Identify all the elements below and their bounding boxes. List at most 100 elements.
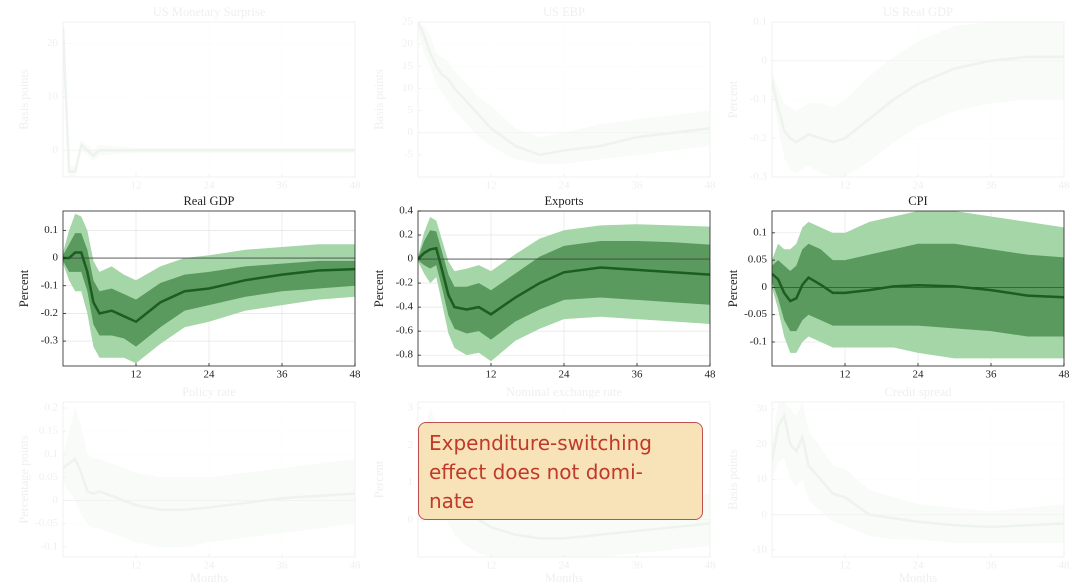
x-tick-label: 24 [913,369,925,381]
plot-area [63,402,355,557]
plot-content [418,22,710,164]
x-tick-label: 24 [204,180,216,192]
confidence-band [772,243,1064,337]
y-tick-label: 0.05 [748,254,768,266]
plot-area [63,22,355,177]
chart-title: Credit spread [885,385,953,399]
chart-title: Policy rate [182,385,236,399]
plot-frame [771,401,1065,558]
plot-frame [62,401,356,558]
y-tick-label: -0.1 [41,540,58,552]
y-tick-label: 2 [408,439,414,451]
chart-panel: 12 24 36 48 -0.3 -0.2 -0.1 0 0.1 US Real GDP Perce… [726,5,1070,192]
y-axis-label: Percentage points [17,435,31,524]
x-tick-label: 24 [204,369,216,381]
chart-panel: 12 24 36 48 0 10 20 US Monetary Surprise Basis p… [17,5,361,192]
irf-line [772,412,1064,529]
x-tick-label: 12 [840,369,851,381]
x-tick-label: 12 [486,369,497,381]
plot-content [418,217,710,362]
confidence-band [772,22,1064,177]
y-tick-label: 0.1 [44,448,58,460]
x-tick-label: 48 [705,369,717,381]
y-axis-label: Percent [372,460,386,498]
chart-title: US Monetary Surprise [153,5,266,19]
x-tick-label: 12 [486,180,497,192]
x-tick-label: 48 [705,180,717,192]
x-tick-label: 24 [559,369,571,381]
plot-content [63,408,355,547]
chart-title: CPI [908,194,927,208]
y-axis-label: Basis points [372,69,386,130]
y-tick-label: -0.2 [750,132,767,144]
y-tick-label: 0 [53,252,59,264]
y-tick-label: 15 [402,60,414,72]
irf-line [63,456,355,512]
annotation: Expenditure-switching effect does not do… [418,422,703,520]
y-tick-label: -0.1 [750,336,767,348]
x-tick-label: 36 [277,560,289,572]
y-tick-label: 20 [47,37,59,49]
y-tick-label: -0.05 [744,308,767,320]
chart-panel: 12 24 36 48 -0.3 -0.2 -0.1 0 0.1 Real GDP Percent [17,194,361,381]
y-tick-label: 0.05 [39,471,59,483]
y-tick-label: 0 [408,126,414,138]
irf-line [772,55,1064,144]
y-tick-label: 30 [756,403,768,415]
chart-title: Exports [545,194,584,208]
annotation-line: Expenditure-switching [429,431,652,455]
y-tick-label: -5 [404,148,414,160]
confidence-band [63,408,355,547]
y-tick-label: 25 [402,16,414,28]
y-axis-label: Percent [726,80,740,118]
y-tick-label: -0.05 [35,517,58,529]
irf-line [63,251,355,324]
plot-content [772,402,1064,543]
y-tick-label: 20 [756,438,768,450]
y-tick-label: 0 [53,494,59,506]
x-tick-label: 36 [277,180,289,192]
irf-line [772,272,1064,303]
x-tick-label: 24 [913,180,925,192]
x-tick-label: 36 [277,369,289,381]
x-tick-label: 36 [986,369,998,381]
y-tick-label: 0 [408,253,414,265]
x-axis-label: Months [190,571,228,584]
plot-frame [417,21,711,178]
chart-title: Real GDP [183,194,234,208]
chart-title: Nominal exchange rate [506,385,622,399]
irf-line [418,22,710,157]
x-tick-label: 36 [632,180,644,192]
x-tick-label: 24 [559,180,571,192]
y-axis-label: Percent [726,269,740,307]
chart-title: US EBP [543,5,585,19]
x-tick-label: 36 [986,560,998,572]
x-tick-label: 48 [1059,180,1071,192]
y-tick-label: -0.8 [396,349,414,361]
y-tick-label: -0.2 [41,307,58,319]
y-tick-label: 0.2 [44,402,58,414]
x-tick-label: 24 [204,560,216,572]
chart-panel: 12 24 36 48 -10 0 10 20 30 Credit spread Basis poi… [726,385,1070,584]
y-tick-label: 0.1 [753,16,767,28]
chart-panel: 12 24 36 48 -0.8 -0.6 -0.4 -0.2 0 0.2 0.4 Exports Pe… [372,194,716,381]
annotation-line: nate [429,489,475,513]
y-axis-label: Percent [17,269,31,307]
y-tick-label: 10 [756,473,768,485]
y-tick-label: -10 [752,543,767,555]
y-tick-label: 0 [408,513,414,525]
plot-area [772,402,1064,557]
plot-content [63,213,355,364]
x-tick-label: 12 [131,180,142,192]
y-tick-label: 0.15 [39,425,59,437]
x-tick-label: 36 [986,180,998,192]
x-tick-label: 48 [350,560,362,572]
chart-panel: 12 24 36 48 -0.1 -0.05 0 0.05 0.1 CPI Percent [726,194,1070,381]
confidence-band [63,233,355,347]
y-tick-label: 0.4 [399,205,413,217]
y-tick-label: 20 [402,38,414,50]
x-tick-label: 12 [131,369,142,381]
x-tick-label: 12 [840,560,851,572]
x-tick-label: 48 [350,180,362,192]
